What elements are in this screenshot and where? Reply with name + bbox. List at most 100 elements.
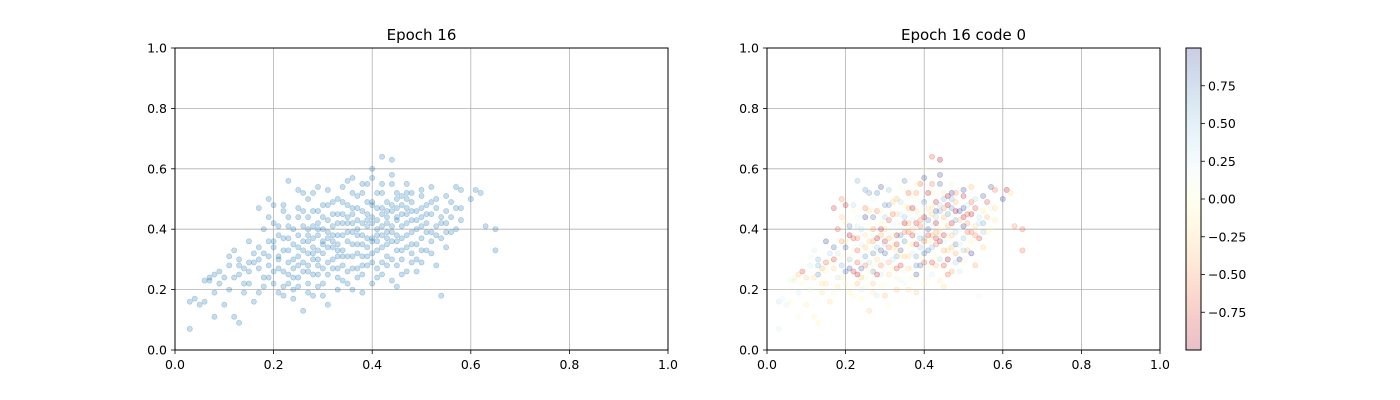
scatter-point-coded bbox=[921, 235, 928, 242]
scatter-point-coded bbox=[826, 298, 833, 305]
scatter-point bbox=[211, 271, 218, 278]
scatter-point-coded bbox=[882, 250, 888, 257]
scatter-point-coded bbox=[878, 283, 884, 290]
scatter-point-coded bbox=[917, 180, 924, 187]
scatter-point bbox=[246, 238, 252, 245]
scatter-point bbox=[393, 190, 400, 196]
scatter-point bbox=[384, 253, 390, 260]
scatter-point bbox=[265, 238, 272, 245]
scatter-point bbox=[374, 217, 381, 224]
scatter-point-coded bbox=[933, 241, 939, 248]
scatter-point bbox=[211, 289, 218, 296]
scatter-point bbox=[201, 298, 208, 305]
scatter-point-coded bbox=[878, 208, 884, 214]
scatter-point-coded bbox=[940, 196, 947, 202]
scatter-point bbox=[354, 232, 361, 239]
scatter-point-coded bbox=[866, 307, 873, 314]
scatter-point bbox=[191, 295, 198, 302]
scatter-point-coded bbox=[889, 223, 896, 230]
y-tick-label-left: 0.8 bbox=[147, 101, 167, 116]
scatter-point bbox=[379, 205, 385, 211]
scatter-point-coded bbox=[893, 247, 900, 254]
scatter-point bbox=[403, 268, 410, 275]
scatter-point-coded bbox=[854, 271, 861, 278]
scatter-point-coded bbox=[948, 220, 955, 227]
colorbar-ticks: 0.75 0.50 0.25 0.00 −0.25 −0.50 −0.75 bbox=[1201, 78, 1246, 320]
scatter-point-coded bbox=[885, 301, 892, 308]
scatter-point-coded bbox=[870, 289, 877, 296]
scatter-point bbox=[374, 265, 381, 272]
scatter-point-coded bbox=[846, 232, 853, 239]
scatter-point bbox=[319, 226, 326, 233]
scatter-point bbox=[280, 235, 287, 242]
scatter-point-coded bbox=[952, 250, 959, 257]
scatter-point bbox=[324, 259, 331, 266]
scatter-point-coded bbox=[815, 262, 821, 269]
scatter-point-coded bbox=[929, 180, 935, 187]
scatter-point bbox=[344, 177, 351, 184]
scatter-point bbox=[285, 247, 292, 254]
scatter-point-coded bbox=[925, 274, 932, 281]
scatter-point bbox=[349, 190, 356, 196]
scatter-point bbox=[319, 214, 326, 221]
scatter-point bbox=[359, 232, 366, 239]
scatter-point-coded bbox=[960, 214, 967, 221]
scatter-point bbox=[384, 235, 390, 242]
scatter-point-coded bbox=[901, 214, 908, 221]
scatter-point-coded bbox=[905, 286, 912, 293]
scatter-point bbox=[408, 229, 415, 236]
scatter-point-coded bbox=[937, 229, 943, 236]
scatter-point-coded bbox=[811, 313, 818, 320]
scatter-point bbox=[379, 271, 385, 278]
scatter-point-coded bbox=[960, 187, 967, 193]
scatter-point-coded bbox=[940, 262, 947, 269]
scatter-point-coded bbox=[854, 177, 861, 184]
scatter-point-coded bbox=[960, 223, 967, 230]
scatter-point-coded bbox=[921, 199, 928, 205]
scatter-point-coded bbox=[948, 244, 955, 251]
scatter-point bbox=[393, 217, 400, 224]
scatter-point-coded bbox=[940, 214, 947, 221]
x-tick-label-right: 1.0 bbox=[1150, 357, 1170, 372]
scatter-point-coded bbox=[893, 265, 900, 272]
scatter-point bbox=[295, 253, 302, 260]
colorbar-tick-label: 0.25 bbox=[1208, 154, 1236, 169]
scatter-point bbox=[295, 262, 302, 269]
scatter-point bbox=[413, 256, 420, 263]
scatter-point-coded bbox=[878, 271, 884, 278]
scatter-point bbox=[369, 250, 376, 257]
scatter-point bbox=[280, 292, 287, 299]
scatter-point bbox=[374, 205, 381, 211]
scatter-point bbox=[305, 214, 312, 221]
y-tick-label-right: 1.0 bbox=[739, 41, 759, 56]
scatter-point-coded bbox=[795, 313, 802, 320]
scatter-point-coded bbox=[866, 268, 873, 275]
scatter-point bbox=[339, 277, 346, 284]
scatter-point bbox=[216, 280, 223, 287]
colorbar-tick-label: −0.25 bbox=[1208, 229, 1246, 244]
scatter-point bbox=[472, 187, 479, 193]
scatter-point-coded bbox=[999, 196, 1006, 202]
scatter-point-coded bbox=[921, 202, 928, 208]
scatter-point bbox=[364, 211, 371, 217]
scatter-point-coded bbox=[870, 238, 877, 245]
scatter-point-coded bbox=[944, 256, 951, 263]
scatter-point bbox=[374, 226, 381, 233]
scatter-point bbox=[349, 211, 356, 217]
scatter-point-coded bbox=[846, 253, 853, 260]
scatter-point bbox=[418, 223, 425, 230]
scatter-point bbox=[438, 220, 445, 227]
scatter-point bbox=[369, 214, 376, 221]
scatter-point bbox=[290, 226, 297, 233]
scatter-point bbox=[403, 196, 410, 202]
scatter-point bbox=[300, 223, 307, 230]
scatter-point bbox=[398, 202, 405, 208]
x-ticks-right: 0.0 0.2 0.4 0.6 0.8 1.0 bbox=[757, 350, 1170, 372]
scatter-point-coded bbox=[897, 247, 904, 254]
scatter-point bbox=[285, 214, 292, 221]
scatter-point-coded bbox=[952, 259, 959, 266]
scatter-point bbox=[344, 214, 351, 221]
scatter-point-coded bbox=[909, 226, 916, 233]
scatter-point-coded bbox=[901, 280, 908, 287]
scatter-point-coded bbox=[980, 220, 987, 227]
